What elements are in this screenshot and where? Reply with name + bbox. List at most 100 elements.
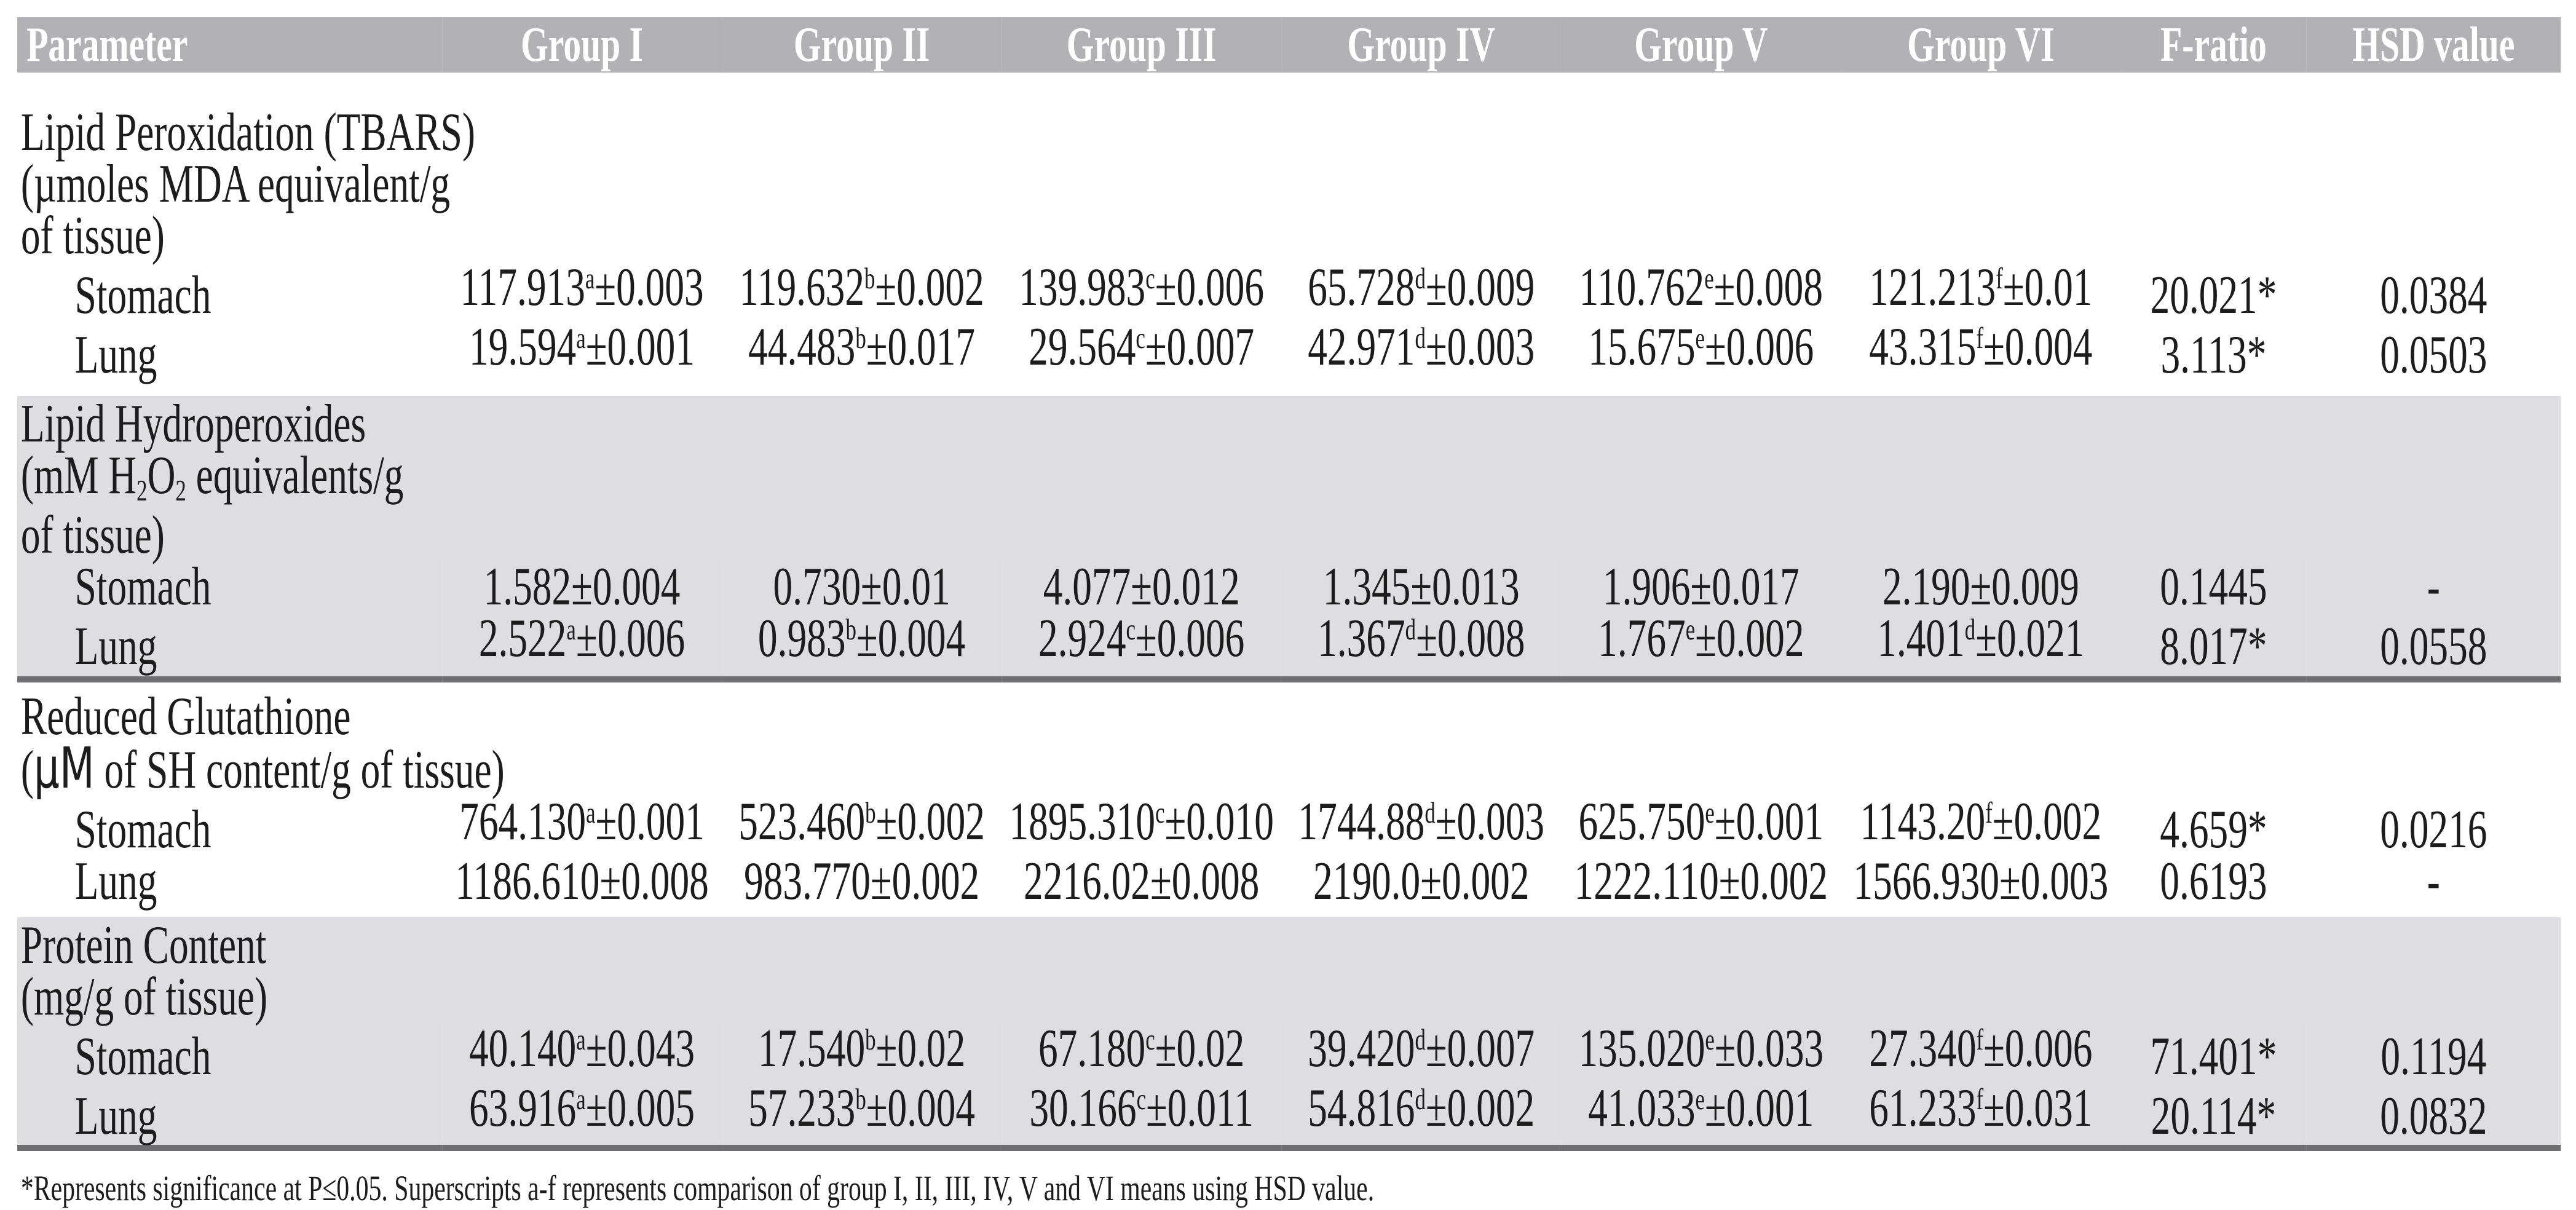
cell-lung-f-ratio: 8.017* [2120, 613, 2307, 679]
cell-lung-group-ii: 57.233b±0.004 [722, 1081, 1002, 1148]
cell-lung-group-iii: 2.924c±0.006 [1002, 612, 1282, 679]
cell-lung-hsd-value: 0.0558 [2306, 613, 2561, 679]
cell-stomach-group-ii: 119.632b±0.002 [739, 258, 984, 317]
superscript: c [1136, 1083, 1147, 1117]
cell-lung-hsd-value: 0.0503 [2380, 325, 2487, 385]
column-header-group-ii: Group II [722, 17, 1002, 73]
cell-lung-group-ii: 983.770±0.002 [743, 852, 980, 911]
parameter-line-row: Lipid Peroxidation (TBARS) [17, 73, 2561, 162]
cell-stomach-group-v: 110.762e±0.008 [1579, 258, 1823, 317]
row-label-stomach: Stomach [17, 1023, 442, 1084]
superscript: e [1704, 263, 1714, 296]
cell-lung-group-iv: 54.816d±0.002 [1281, 1081, 1562, 1148]
superscript: d [1964, 614, 1976, 647]
cell-stomach-group-v: 1.906±0.017 [1561, 560, 1841, 614]
cell-lung-group-iii: 2216.02±0.008 [1024, 852, 1260, 911]
parameter-line-row: (mg/g of tissue) [17, 970, 2561, 1024]
parameter-line-row: Reduced Glutathione [17, 679, 2561, 746]
cell-lung-group-v: 15.675e±0.006 [1588, 317, 1814, 377]
row-label-lung: Lung [74, 325, 157, 385]
data-row-lung: Lung 2.522a±0.006 0.983b±0.004 2.924c±0.006… [17, 612, 2561, 679]
cell-stomach-group-vi: 1143.20f±0.002 [1860, 792, 2102, 852]
cell-stomach-group-v: 625.750e±0.001 [1578, 792, 1824, 852]
cell-stomach-group-vi: 2.190±0.009 [1841, 560, 2121, 614]
parameter-name: (µM of SH content/g of tissue) [20, 735, 505, 801]
data-row-stomach: Stomach 1.582±0.004 0.730±0.01 4.077±0.012 1… [17, 560, 2561, 614]
parameter-name: Reduced Glutathione [20, 687, 351, 746]
superscript: a [566, 614, 576, 647]
cell-lung-group-iv: 2190.0±0.002 [1313, 852, 1530, 911]
cell-stomach-f-ratio: 71.401* [2120, 1023, 2307, 1084]
cell-lung-group-iii: 30.166c±0.011 [1002, 1081, 1282, 1148]
superscript: d [1415, 1024, 1426, 1057]
sans-segment: µM [33, 735, 95, 801]
cell-stomach-group-i: 117.913a±0.003 [460, 258, 704, 317]
cell-lung-group-iii: 29.564c±0.007 [1029, 317, 1255, 377]
column-header-parameter: Parameter [17, 17, 442, 73]
cell-lung-group-iv: 1.367d±0.008 [1281, 612, 1562, 679]
section-lipid-peroxidation-tbars: Lipid Peroxidation (TBARS) (µmoles MDA eq… [17, 73, 2561, 396]
superscript: f [1985, 797, 1993, 830]
cell-lung-group-v: 1222.110±0.002 [1574, 852, 1828, 911]
data-row-lung: Lung 19.594a±0.001 44.483b±0.017 29.564c±0.… [17, 317, 2561, 396]
superscript: e [1705, 1024, 1715, 1057]
cell-stomach-group-i: 1.582±0.004 [441, 560, 722, 614]
cell-stomach-group-iv: 65.728d±0.009 [1308, 258, 1535, 317]
superscript: b [865, 797, 876, 830]
superscript: b [855, 1083, 866, 1117]
superscript: d [1415, 263, 1426, 296]
parameter-name: of tissue) [20, 206, 165, 266]
cell-lung-group-i: 1186.610±0.008 [455, 852, 709, 911]
column-header-group-vi: Group VI [1841, 17, 2121, 73]
superscript: c [1145, 1024, 1155, 1057]
parameter-name: (mg/g of tissue) [17, 970, 2561, 1024]
parameter-name: Lipid Peroxidation (TBARS) [20, 103, 475, 162]
section-protein-content: Protein Content (mg/g of tissue) Stomach 40… [17, 917, 2561, 1148]
column-header-group-v: Group V [1561, 17, 1841, 73]
superscript: e [1695, 1083, 1705, 1117]
superscript: d [1415, 322, 1426, 355]
section-lipid-hydroperoxides: Lipid Hydroperoxides (mM H2O2 equivalents… [17, 396, 2561, 679]
cell-lung-f-ratio: 0.6193 [2160, 852, 2267, 911]
table-sheet: Parameter Group I Group II Group III Group I… [17, 17, 2561, 1210]
row-label-stomach: Stomach [74, 266, 211, 325]
parameter-line-row: Protein Content [17, 917, 2561, 973]
cell-lung-hsd-value: 0.0832 [2306, 1083, 2561, 1148]
cell-stomach-f-ratio: 4.659* [2160, 800, 2267, 860]
parameter-name: Protein Content [17, 917, 2561, 973]
superscript: a [576, 1024, 586, 1057]
superscript: d [1405, 614, 1416, 647]
cell-stomach-group-iii: 4.077±0.012 [1002, 560, 1282, 614]
superscript: e [1685, 614, 1696, 647]
superscript: c [1136, 322, 1145, 355]
data-row-stomach: Stomach 40.140a±0.043 17.540b±0.02 67.180c±… [17, 1022, 2561, 1084]
superscript: b [864, 263, 875, 296]
cell-stomach-group-iii: 67.180c±0.02 [1002, 1022, 1282, 1083]
superscript: a [585, 263, 595, 296]
cell-stomach-group-v: 135.020e±0.033 [1561, 1022, 1841, 1083]
cell-stomach-group-iv: 1.345±0.013 [1281, 560, 1562, 614]
parameter-name: Lipid Hydroperoxides [17, 396, 2561, 451]
cell-stomach-hsd-value: - [2306, 560, 2561, 614]
data-row-stomach: Stomach 117.913a±0.003 119.632b±0.002 139.9… [17, 258, 2561, 325]
superscript: f [1996, 263, 2003, 296]
cell-stomach-group-iv: 1744.88d±0.003 [1298, 792, 1545, 852]
column-header-group-i: Group I [441, 17, 722, 73]
cell-lung-f-ratio: 3.113* [2160, 325, 2267, 385]
column-header-hsd-value: HSD value [2306, 17, 2561, 73]
cell-stomach-group-vi: 27.340f±0.006 [1841, 1022, 2121, 1083]
column-header-group-iii: Group III [1002, 17, 1282, 73]
row-label-stomach: Stomach [74, 800, 211, 860]
superscript: b [865, 1024, 876, 1057]
row-label-lung: Lung [74, 852, 157, 911]
cell-stomach-hsd-value: 0.1194 [2306, 1023, 2561, 1084]
superscript: f [1976, 1024, 1984, 1057]
row-label-lung: Lung [17, 613, 442, 679]
cell-stomach-group-i: 40.140a±0.043 [441, 1022, 722, 1083]
parameter-name: (µmoles MDA equivalent/g [20, 154, 451, 214]
row-label-stomach: Stomach [17, 560, 442, 614]
superscript: e [1705, 797, 1715, 830]
cell-lung-hsd-value: - [2427, 852, 2440, 911]
row-label-lung: Lung [17, 1083, 442, 1148]
cell-stomach-group-ii: 523.460b±0.002 [738, 792, 985, 852]
